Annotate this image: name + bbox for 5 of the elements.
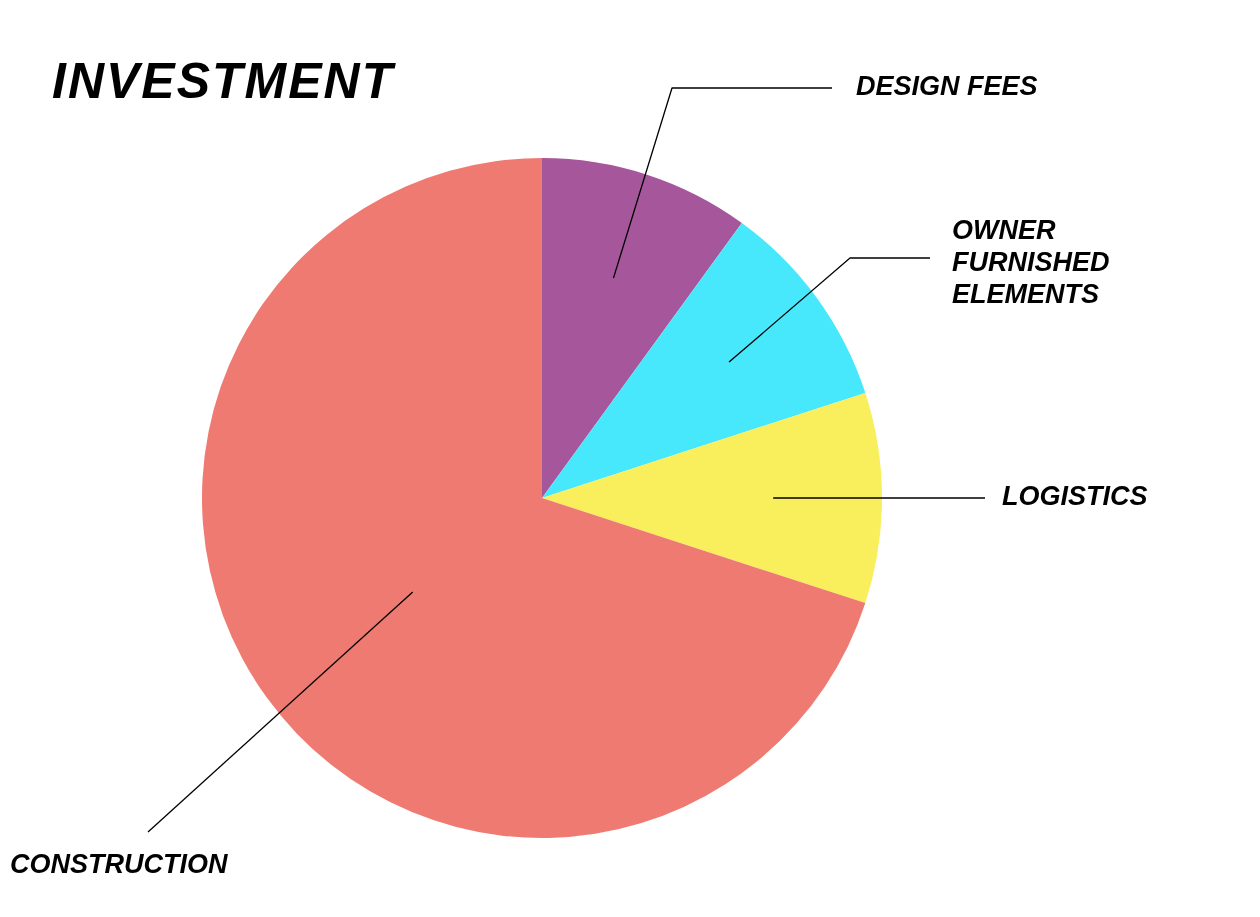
slice-label: CONSTRUCTION xyxy=(10,849,228,880)
chart-title: INVESTMENT xyxy=(52,52,395,110)
slice-label: OWNER FURNISHED ELEMENTS xyxy=(952,215,1110,310)
slice-label: LOGISTICS xyxy=(1002,481,1148,512)
slice-label: DESIGN FEES xyxy=(856,71,1038,102)
